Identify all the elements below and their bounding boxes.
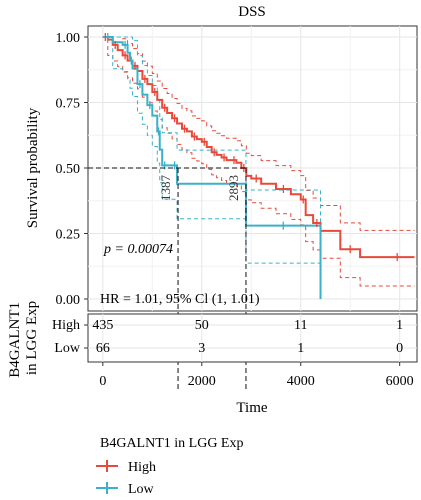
y-axis-label: Survival probability [25, 107, 41, 228]
y-axis-ticks: 0.00 0.25 0.50 0.75 1.00 [56, 31, 88, 308]
x-axis-ticks: 0 2000 4000 6000 [99, 362, 414, 389]
ci-lower-low [102, 36, 322, 299]
curve-high [102, 36, 415, 259]
risk-count: 50 [195, 318, 209, 333]
x-tick-label: 0 [99, 374, 106, 389]
confidence-bands [102, 36, 415, 299]
risk-count: 1 [297, 341, 304, 356]
p-value-annotation: p = 0.00074 [103, 242, 173, 257]
risk-row-label: Low [54, 341, 81, 356]
risk-table-ylabel: B4GALNT1 in LGG Exp [7, 298, 40, 378]
risk-count: 0 [396, 341, 403, 356]
x-tick-label: 4000 [287, 374, 315, 389]
median-label-high: 1387 [158, 175, 173, 202]
survival-curves [102, 36, 415, 299]
x-tick-label: 6000 [386, 374, 414, 389]
ci-upper-low [102, 36, 322, 260]
risk-row-label: High [52, 318, 80, 333]
legend: High Low [96, 460, 156, 497]
y-tick-label: 0.00 [56, 293, 81, 308]
hazard-ratio-annotation: HR = 1.01, 95% Cl (1, 1.01) [100, 292, 260, 307]
x-tick-label: 2000 [188, 374, 216, 389]
risk-table-grid [88, 314, 417, 362]
risk-count: 11 [294, 318, 307, 333]
risk-count: 1 [396, 318, 403, 333]
chart-title: DSS [238, 4, 266, 20]
ci-lower-high [102, 36, 415, 287]
risk-count: 435 [92, 318, 113, 333]
legend-label-low: Low [128, 482, 155, 497]
legend-label-high: High [128, 460, 156, 475]
risk-count: 3 [198, 341, 205, 356]
median-label-low: 2893 [226, 175, 241, 201]
y-tick-label: 0.25 [56, 228, 81, 243]
legend-title: B4GALNT1 in LGG Exp [100, 436, 244, 451]
risk-table-panel [87, 313, 418, 363]
y-tick-label: 1.00 [56, 31, 81, 46]
y-tick-label: 0.75 [56, 97, 81, 112]
risk-count: 66 [96, 341, 110, 356]
x-axis-label: Time [236, 400, 267, 416]
curve-low [102, 36, 322, 299]
y-tick-label: 0.50 [56, 162, 81, 177]
